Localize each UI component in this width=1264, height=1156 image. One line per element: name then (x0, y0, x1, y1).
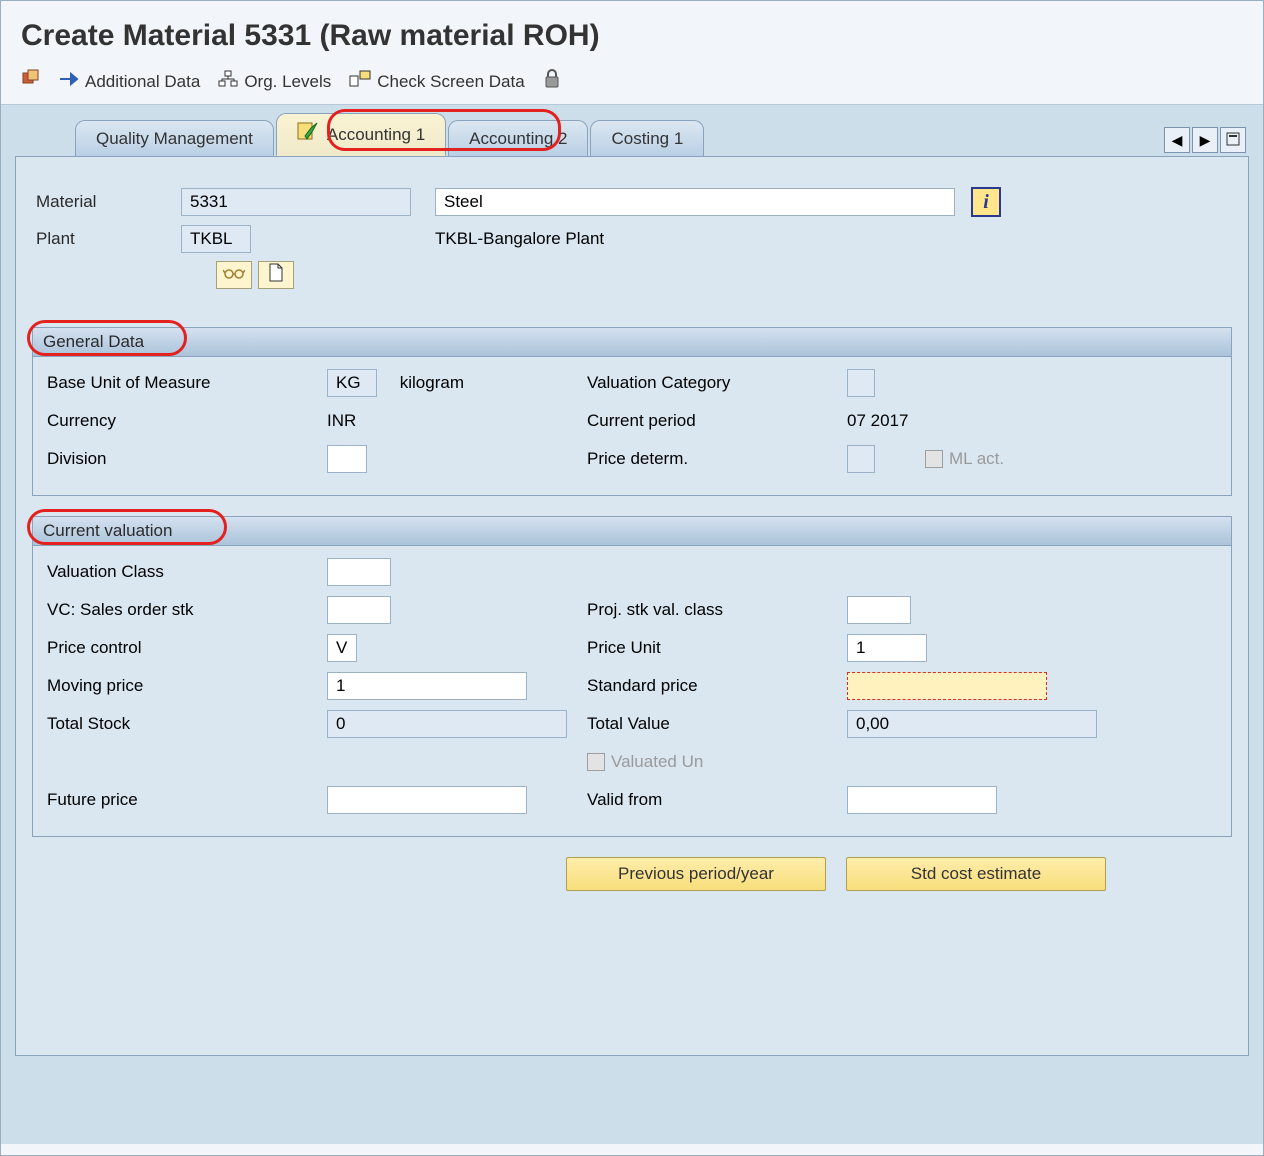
total-stock-input (327, 710, 567, 738)
standard-price-input[interactable] (847, 672, 1047, 700)
ml-act-checkbox (925, 450, 943, 468)
document-icon (268, 263, 284, 288)
division-label: Division (47, 449, 327, 469)
price-determ-label: Price determ. (587, 449, 847, 469)
vc-sales-label: VC: Sales order stk (47, 600, 327, 620)
base-uom-label: Base Unit of Measure (47, 373, 327, 393)
toolbar-button-views[interactable] (21, 69, 41, 94)
price-determ-input (847, 445, 875, 473)
info-icon: i (983, 191, 989, 214)
groupbox-general-data: General Data Base Unit of Measure KG kil… (32, 327, 1232, 496)
lock-icon (543, 69, 561, 94)
groupbox-header-valuation: Current valuation (33, 517, 1231, 546)
currency-label: Currency (47, 411, 327, 431)
page-title: Create Material 5331 (Raw material ROH) (1, 1, 1263, 63)
tab-accounting-2[interactable]: Accounting 2 (448, 120, 588, 157)
glasses-icon (223, 265, 245, 285)
toolbar-button-check-screen[interactable]: Check Screen Data (349, 70, 524, 93)
groupbox-header-general: General Data (33, 328, 1231, 357)
base-uom-value: KG (327, 369, 377, 397)
arrow-right-icon (59, 70, 79, 93)
valuated-un-checkbox (587, 753, 605, 771)
total-stock-label: Total Stock (47, 714, 327, 734)
proj-stk-input[interactable] (847, 596, 911, 624)
tab-costing-1[interactable]: Costing 1 (590, 120, 704, 157)
proj-stk-label: Proj. stk val. class (587, 600, 847, 620)
check-screen-icon (349, 70, 371, 93)
price-control-label: Price control (47, 638, 327, 658)
tab-scroll-left[interactable]: ◀ (1164, 127, 1190, 153)
standard-price-label: Standard price (587, 676, 847, 696)
display-button[interactable] (216, 261, 252, 289)
valuated-un-label: Valuated Un (611, 752, 703, 772)
ml-act-label: ML act. (949, 449, 1004, 469)
tab-active-icon (297, 122, 319, 147)
info-button[interactable]: i (971, 187, 1001, 217)
current-period-label: Current period (587, 411, 847, 431)
tab-list-button[interactable] (1220, 127, 1246, 153)
tab-panel: ◀ ▶ Material 5331 i Plant TKBL TKBL-B (15, 156, 1249, 1056)
views-icon (21, 69, 41, 94)
total-value-label: Total Value (587, 714, 847, 734)
toolbar-button-org-levels[interactable]: Org. Levels (218, 70, 331, 93)
division-input[interactable] (327, 445, 367, 473)
toolbar-label: Additional Data (85, 72, 200, 92)
currency-value: INR (327, 411, 587, 431)
plant-description: TKBL-Bangalore Plant (435, 229, 604, 249)
tabstrip: Quality Management Accounting 1 Accounti… (15, 113, 1249, 156)
price-unit-label: Price Unit (587, 638, 847, 658)
material-label: Material (36, 192, 181, 212)
toolbar-button-lock[interactable] (543, 69, 561, 94)
hierarchy-icon (218, 70, 238, 93)
plant-label: Plant (36, 229, 181, 249)
valuation-category-label: Valuation Category (587, 373, 847, 393)
tab-accounting-1[interactable]: Accounting 1 (276, 113, 446, 156)
list-icon (1226, 132, 1240, 149)
total-value-input (847, 710, 1097, 738)
moving-price-input[interactable] (327, 672, 527, 700)
moving-price-label: Moving price (47, 676, 327, 696)
std-cost-estimate-button[interactable]: Std cost estimate (846, 857, 1106, 891)
future-price-input[interactable] (327, 786, 527, 814)
material-value: 5331 (181, 188, 411, 216)
toolbar-label: Org. Levels (244, 72, 331, 92)
toolbar-button-additional-data[interactable]: Additional Data (59, 70, 200, 93)
current-period-value: 07 2017 (847, 411, 1107, 431)
valuation-class-input[interactable] (327, 558, 391, 586)
triangle-right-icon: ▶ (1200, 132, 1211, 149)
toolbar: Additional Data Org. Levels Check Screen… (1, 63, 1263, 105)
valuation-class-label: Valuation Class (47, 562, 327, 582)
valid-from-label: Valid from (587, 790, 847, 810)
previous-period-button[interactable]: Previous period/year (566, 857, 826, 891)
triangle-left-icon: ◀ (1172, 132, 1183, 149)
price-control-input[interactable] (327, 634, 357, 662)
base-uom-text: kilogram (400, 373, 464, 392)
vc-sales-input[interactable] (327, 596, 391, 624)
toolbar-label: Check Screen Data (377, 72, 524, 92)
tab-label: Accounting 1 (327, 125, 425, 145)
valid-from-input[interactable] (847, 786, 997, 814)
create-button[interactable] (258, 261, 294, 289)
tab-scroll-right[interactable]: ▶ (1192, 127, 1218, 153)
valuation-category-input (847, 369, 875, 397)
material-description-input[interactable] (435, 188, 955, 216)
future-price-label: Future price (47, 790, 327, 810)
tab-quality-management[interactable]: Quality Management (75, 120, 274, 157)
plant-value: TKBL (181, 225, 251, 253)
price-unit-input[interactable] (847, 634, 927, 662)
groupbox-current-valuation: Current valuation Valuation Class VC: Sa… (32, 516, 1232, 837)
